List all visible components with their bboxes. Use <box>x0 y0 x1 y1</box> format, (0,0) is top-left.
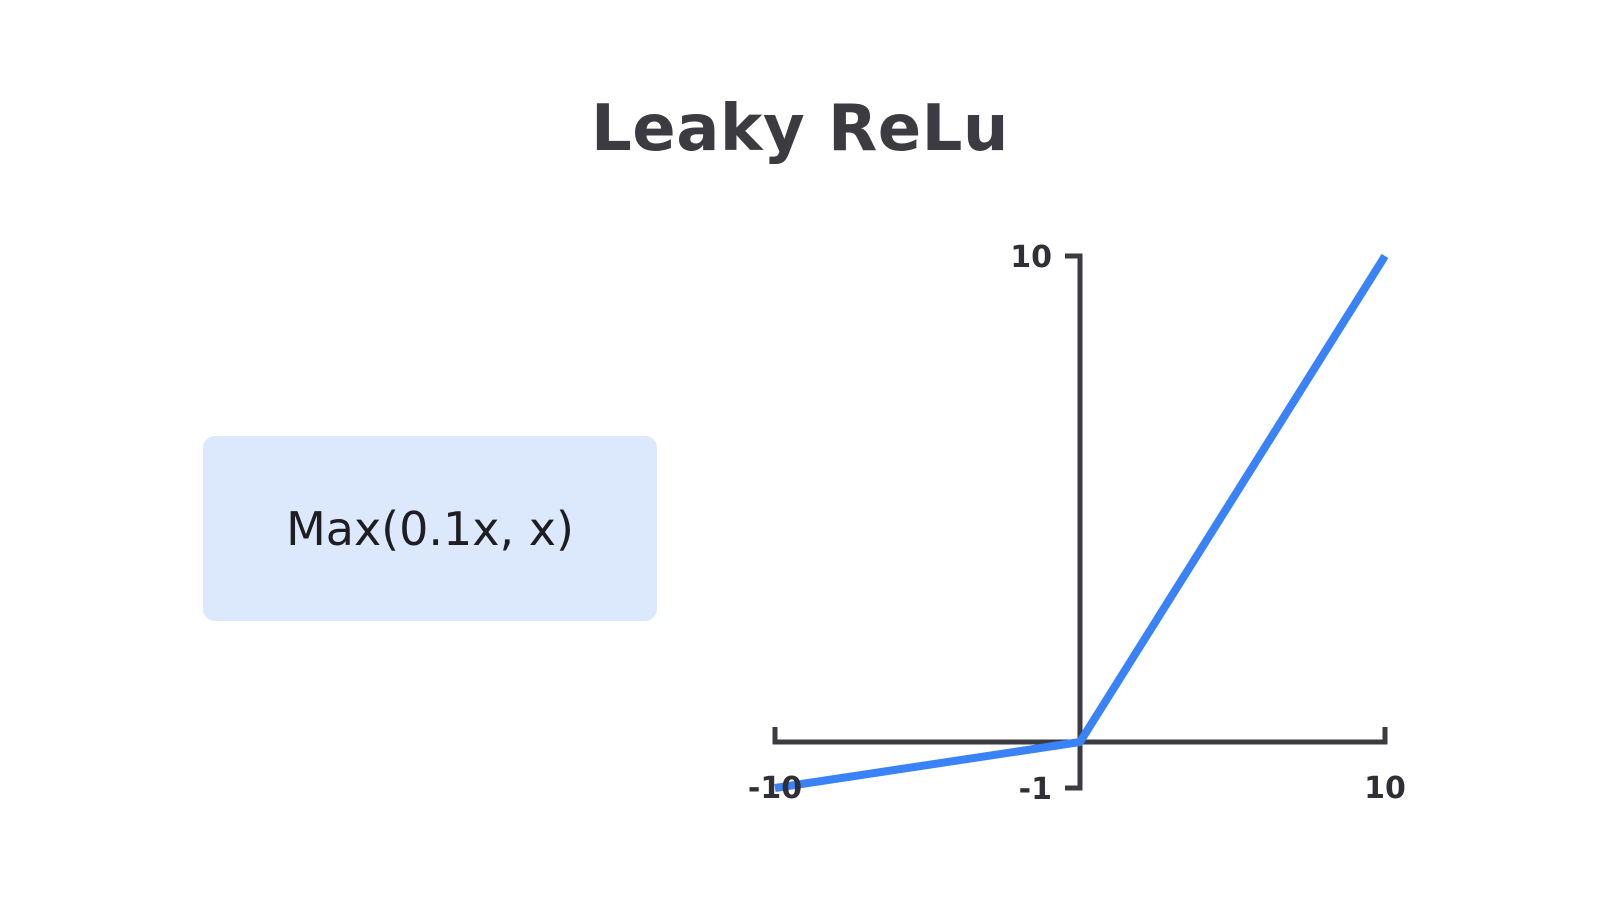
tick-labels: -10 10 -1 10 <box>748 240 1406 807</box>
axes <box>772 253 1388 791</box>
y-tick-label: 10 <box>1010 240 1052 275</box>
formula-box: Max(0.1x, x) <box>203 436 657 621</box>
series-line <box>774 253 1389 792</box>
x-tick-label: -10 <box>748 771 802 806</box>
chart-title: Leaky ReLu <box>591 92 1009 166</box>
formula-text: Max(0.1x, x) <box>286 501 574 556</box>
series-layer <box>774 253 1389 792</box>
x-tick-label: 10 <box>1364 771 1406 806</box>
y-tick-label: -1 <box>1019 772 1052 807</box>
